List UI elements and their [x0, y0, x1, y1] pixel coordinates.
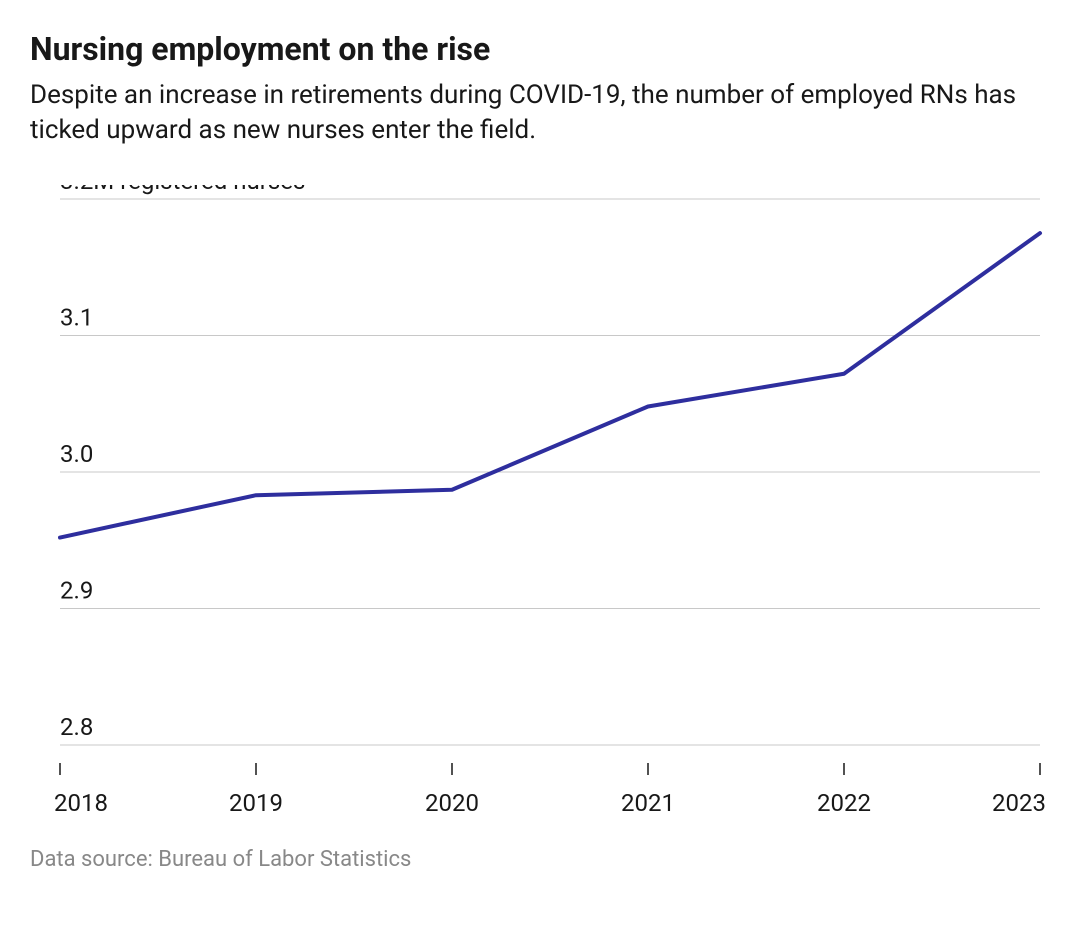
y-axis-label: 3.0 [60, 440, 93, 468]
x-axis-label: 2018 [54, 789, 108, 817]
x-axis-label: 2021 [621, 789, 675, 817]
y-axis-label: 2.8 [60, 713, 93, 741]
chart-title: Nursing employment on the rise [30, 30, 1050, 68]
chart-subtitle: Despite an increase in retirements durin… [30, 78, 1050, 148]
y-axis-label: 3.2M registered nurses [60, 185, 305, 195]
y-axis-label: 3.1 [60, 303, 93, 331]
x-axis-label: 2022 [817, 789, 871, 817]
chart-source: Data source: Bureau of Labor Statistics [30, 847, 1050, 872]
chart-plot-area: 2.8 2.9 3.0 3.1 3.2M registered nurses 2018 20… [30, 185, 1050, 825]
x-axis-label: 2023 [992, 789, 1046, 817]
x-axis-label: 2019 [229, 789, 283, 817]
data-line [60, 233, 1040, 537]
y-axis-label: 2.9 [60, 576, 93, 604]
x-axis-label: 2020 [425, 789, 479, 817]
line-chart-svg: 2.8 2.9 3.0 3.1 3.2M registered nurses 2018 20… [30, 185, 1050, 825]
chart-card: Nursing employment on the rise Despite a… [0, 0, 1080, 938]
